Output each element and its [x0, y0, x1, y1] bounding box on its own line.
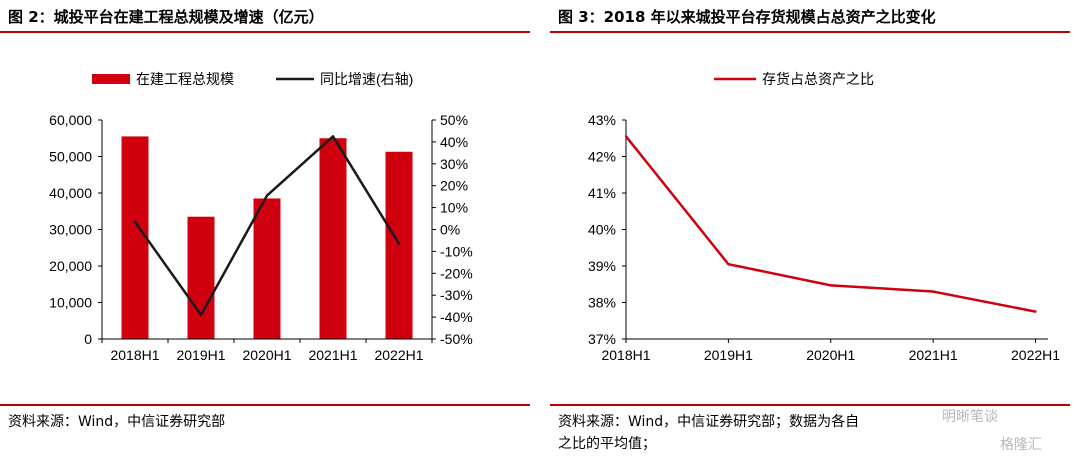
figure-2-top-rule — [0, 31, 530, 33]
figure-2-chart: 在建工程总规模 同比增速(右轴) 0 10,000 20,000 30,000 40,000… — [49, 71, 473, 363]
growth-point-2021H1 — [331, 135, 335, 138]
y-left-tick-label: 30,000 — [49, 222, 92, 238]
legend-bar-label: 在建工程总规模 — [136, 71, 234, 87]
y-left-tick-label: 20,000 — [49, 258, 92, 274]
legend-line-label: 同比增速(右轴) — [320, 71, 413, 87]
x-tick-label: 2021H1 — [308, 347, 357, 363]
figure-3-title: 图 3：2018 年以来城投平台存货规模占总资产之比变化 — [558, 8, 936, 26]
figure-2-title: 图 2：城投平台在建工程总规模及增速（亿元） — [8, 8, 324, 26]
watermark-logo-text: 格隆汇 — [1000, 437, 1042, 453]
figure-2-bottom-rule — [0, 404, 530, 406]
x-tick-label: 2019H1 — [704, 347, 753, 363]
growth-point-2022H1 — [397, 242, 401, 245]
y-tick-label: 38% — [588, 295, 616, 311]
y-right-tick-label: 30% — [440, 156, 468, 172]
growth-point-2020H1 — [265, 194, 269, 197]
y-left-tick-label: 0 — [84, 331, 92, 347]
x-tick-label: 2021H1 — [909, 347, 958, 363]
figure-3-bottom-rule — [550, 404, 1070, 406]
x-tick-label: 2019H1 — [176, 347, 225, 363]
figure-3-source-line-2: 之比的平均值； — [558, 436, 656, 452]
y-left-tick-label: 10,000 — [49, 295, 92, 311]
legend-line-label: 存货占总资产之比 — [762, 71, 874, 87]
y-tick-label: 42% — [588, 149, 616, 165]
figure-2-panel: 图 2：城投平台在建工程总规模及增速（亿元） 在建工程总规模 同比增速(右轴) 0 1… — [0, 0, 535, 464]
bar-2020H1 — [253, 198, 281, 339]
x-tick-label: 2018H1 — [110, 347, 159, 363]
growth-point-2019H1 — [199, 313, 203, 317]
watermark-text: 明晰笔谈 — [942, 409, 998, 425]
y-right-tick-label: -50% — [440, 331, 473, 347]
legend-bar-swatch — [92, 74, 130, 84]
y-right-tick-label: 50% — [440, 112, 468, 128]
y-left-tick-label: 60,000 — [49, 112, 92, 128]
x-tick-label: 2020H1 — [806, 347, 855, 363]
figure-3-chart: 存货占总资产之比 37% 38% 39% 40% 41% 42% 43% 2018H1 2019H… — [588, 71, 1060, 363]
ratio-point-2022H1 — [1034, 310, 1037, 313]
y-right-tick-label: -30% — [440, 287, 473, 303]
y-tick-label: 41% — [588, 185, 616, 201]
bar-2021H1 — [319, 138, 347, 339]
y-right-tick-label: 0% — [440, 222, 460, 238]
figure-3-source-line-1: 资料来源：Wind，中信证券研究部；数据为各自 — [558, 414, 860, 430]
y-right-tick-label: -10% — [440, 243, 473, 259]
growth-point-2018H1 — [133, 220, 137, 224]
y-left-tick-label: 40,000 — [49, 185, 92, 201]
x-tick-label: 2022H1 — [1011, 347, 1060, 363]
ratio-point-2020H1 — [829, 284, 832, 287]
y-right-tick-label: -40% — [440, 309, 473, 325]
ratio-point-2021H1 — [931, 290, 935, 293]
y-tick-label: 43% — [588, 112, 616, 128]
y-right-tick-label: 10% — [440, 200, 468, 216]
y-tick-label: 39% — [588, 258, 616, 274]
bar-2019H1 — [187, 216, 215, 339]
y-tick-label: 37% — [588, 331, 616, 347]
x-tick-label: 2020H1 — [242, 347, 291, 363]
x-tick-label: 2018H1 — [601, 347, 650, 363]
y-tick-label: 40% — [588, 222, 616, 238]
ratio-point-2019H1 — [727, 262, 730, 266]
figure-3-top-rule — [550, 31, 1070, 33]
y-right-tick-label: -20% — [440, 265, 473, 281]
y-left-tick-label: 50,000 — [49, 149, 92, 165]
x-tick-label: 2022H1 — [374, 347, 423, 363]
y-right-tick-label: 20% — [440, 178, 468, 194]
figure-2-source: 资料来源：Wind，中信证券研究部 — [8, 414, 226, 430]
y-right-tick-label: 40% — [440, 134, 468, 150]
bar-2018H1 — [121, 136, 149, 339]
bar-2022H1 — [385, 151, 413, 339]
ratio-point-2018H1 — [624, 135, 628, 138]
figure-3-panel: 图 3：2018 年以来城投平台存货规模占总资产之比变化 存货占总资产之比 37%… — [550, 0, 1080, 464]
